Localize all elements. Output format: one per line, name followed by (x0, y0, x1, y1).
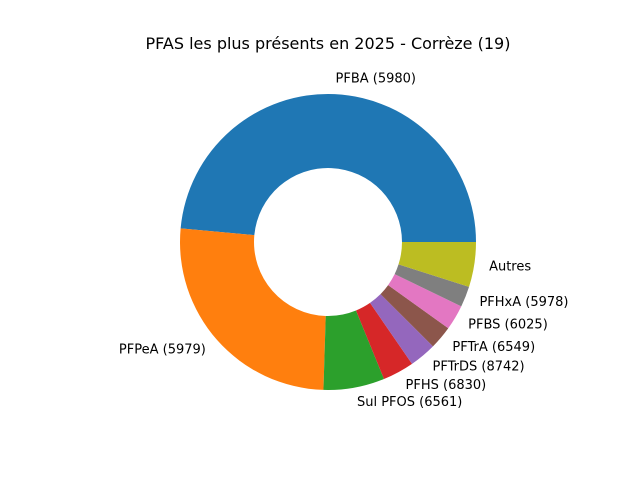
slice-pftrds-8742 (370, 294, 433, 364)
slice-label-pfhxa-5978: PFHxA (5978) (479, 295, 568, 310)
slice-label-pftra-6549: PFTrA (6549) (452, 340, 535, 355)
slice-label-pfhs-6830: PFHS (6830) (406, 378, 487, 393)
slice-pfhs-6830 (356, 302, 413, 379)
slice-label-pftrds-8742: PFTrDS (8742) (433, 360, 525, 375)
slice-pfpea-5979 (180, 228, 326, 390)
slice-autres (398, 242, 476, 287)
slice-pfba-5980 (180, 93, 477, 243)
slice-labels: PFBA (5980) PFPeA (5979) Sul PFOS (6561) PF… (119, 72, 569, 410)
slice-sul-pfos-6561 (323, 310, 385, 390)
slice-label-pfbs-6025: PFBS (6025) (468, 318, 548, 333)
slice-label-pfpea-5979: PFPeA (5979) (119, 342, 206, 357)
slice-label-pfba-5980: PFBA (5980) (336, 72, 417, 87)
slice-label-sul-pfos-6561: Sul PFOS (6561) (357, 395, 462, 410)
chart-title: PFAS les plus présents en 2025 - Corrèze… (146, 34, 511, 53)
slice-pftra-6549 (380, 285, 449, 347)
slice-pfbs-6025 (388, 274, 462, 329)
donut-slices (180, 93, 477, 390)
slice-pfhxa-5978 (394, 264, 470, 307)
slice-label-autres: Autres (489, 260, 531, 275)
